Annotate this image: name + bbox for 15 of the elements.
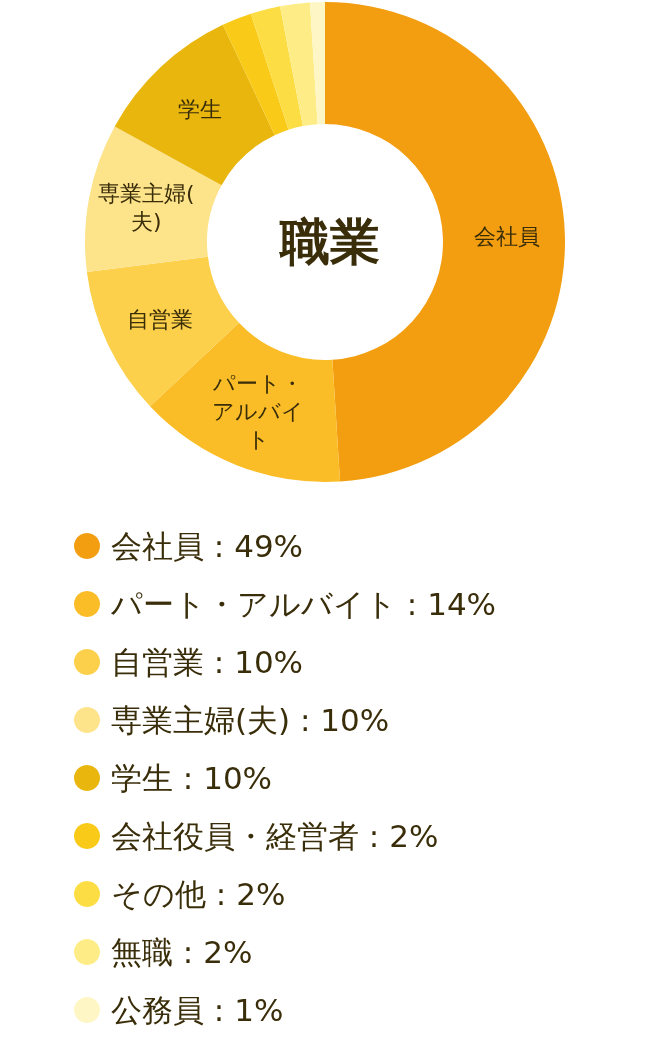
category-label: 会社員 : 49% <box>111 528 304 564</box>
category-label: 自営業 : 10% <box>111 644 304 680</box>
slice-label: 学生 <box>178 96 223 122</box>
legend-label: 会社役員・経営者 : 2% <box>111 818 439 854</box>
slice-label: 会社員 <box>473 223 540 249</box>
text: 職業 <box>278 213 380 271</box>
slice-label: 自営業 <box>127 306 194 332</box>
category-label: パート・アルバイト : 14% <box>111 586 497 622</box>
slice-label: 専業主婦( 夫) <box>97 181 195 235</box>
category-label: 学生 : 10% <box>111 760 273 796</box>
slice-label: パート・ アルバイ ト <box>212 370 304 452</box>
category-label: 専業主婦(夫) : 10% <box>111 702 390 738</box>
legend-label: その他 : 2% <box>111 876 286 912</box>
legend-label: 公務員 : 1% <box>111 992 284 1028</box>
legend-label: 無職 : 2% <box>111 934 253 970</box>
